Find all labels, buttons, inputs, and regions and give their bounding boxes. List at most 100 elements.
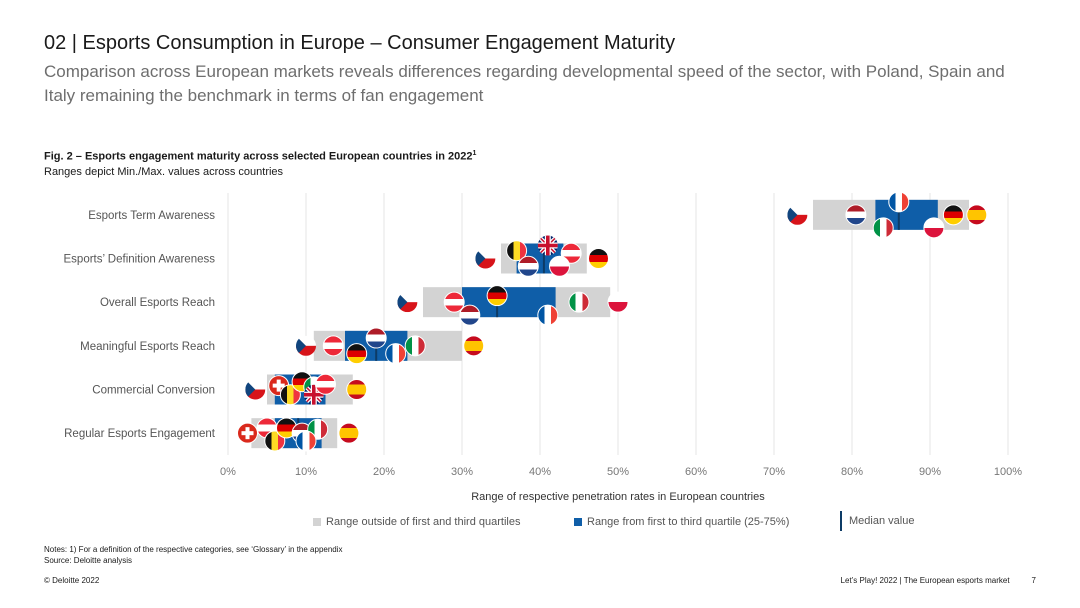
country-marker-spain	[338, 422, 360, 444]
flag-band	[475, 248, 496, 259]
flag-czechia-icon	[245, 379, 266, 400]
country-marker-spain	[966, 204, 988, 226]
country-marker-czechia	[296, 335, 316, 356]
flag-triangle	[245, 379, 256, 400]
flag-germany-icon	[588, 248, 609, 269]
country-marker-spain	[346, 379, 368, 400]
country-marker-austria	[322, 335, 344, 357]
legend-outer-label: Range outside of first and third quartil…	[326, 516, 521, 528]
page-title: 02 | Esports Consumption in Europe – Con…	[44, 32, 676, 54]
country-marker-czechia	[397, 292, 418, 313]
x-tick-label: 10%	[295, 466, 317, 478]
flag-france-icon	[537, 304, 559, 326]
country-marker-germany	[942, 204, 964, 226]
flag-cross	[272, 383, 285, 388]
x-tick-label: 60%	[685, 466, 707, 478]
flag-band	[245, 389, 266, 400]
footer-right: Let’s Play! 2022 | The European esports …	[819, 576, 1036, 585]
country-marker-uk	[537, 235, 558, 256]
flag-band	[296, 345, 316, 356]
flag-czechia-icon	[787, 204, 808, 225]
figure-footnote-ref: 1	[472, 150, 477, 157]
country-marker-netherlands	[845, 204, 867, 226]
flag-cross-red	[312, 384, 316, 405]
flag-czechia-icon	[296, 335, 316, 356]
flag-spain-icon	[966, 204, 988, 226]
flag-belgium-icon	[506, 240, 528, 262]
flag-cross-red	[546, 235, 550, 256]
legend-iqr-range: Range from first to third quartile (25-7…	[574, 516, 789, 528]
flag-italy-icon	[568, 291, 590, 313]
country-marker-italy	[404, 335, 426, 357]
flag-spain-icon	[463, 335, 485, 357]
country-marker-germany	[588, 248, 609, 269]
x-tick-label: 0%	[220, 466, 236, 478]
flag-austria-icon	[322, 335, 344, 357]
x-tick-label: 70%	[763, 466, 785, 478]
country-marker-france	[385, 343, 407, 365]
flag-band	[787, 214, 808, 225]
x-tick-label: 40%	[529, 466, 551, 478]
x-tick-label: 20%	[373, 466, 395, 478]
notes-source: Source: Deloitte analysis	[44, 556, 133, 565]
country-marker-france	[295, 430, 317, 452]
flag-triangle	[296, 335, 306, 356]
flag-triangle	[787, 204, 798, 225]
legend-outer-swatch	[313, 518, 321, 526]
country-marker-spain	[463, 335, 485, 357]
flag-germany-icon	[486, 285, 508, 307]
flag-germany-icon	[942, 204, 964, 226]
country-marker-poland	[607, 291, 629, 313]
flag-cross	[241, 431, 254, 436]
notes: Notes: 1) For a definition of the respec…	[44, 544, 343, 566]
legend-median-label: Median value	[849, 515, 915, 527]
flag-triangle	[397, 292, 408, 313]
country-marker-czechia	[475, 248, 496, 269]
country-marker-austria	[315, 373, 336, 395]
x-tick-label: 90%	[919, 466, 941, 478]
flag-italy-icon	[404, 335, 426, 357]
row-label: Commercial Conversion	[92, 385, 215, 397]
legend-outer-range: Range outside of first and third quartil…	[313, 516, 520, 528]
flag-band	[245, 379, 266, 390]
flag-italy-icon	[872, 217, 894, 239]
country-marker-czechia	[245, 379, 266, 400]
x-tick-label: 50%	[607, 466, 629, 478]
flag-france-icon	[295, 430, 317, 452]
row-label: Esports’ Definition Awareness	[64, 254, 216, 266]
flag-france-icon	[385, 343, 407, 365]
country-marker-netherlands	[365, 327, 387, 349]
country-marker-italy	[568, 291, 590, 313]
x-tick-label: 30%	[451, 466, 473, 478]
flag-austria-icon	[315, 373, 336, 395]
country-marker-germany	[486, 285, 508, 307]
flag-band	[397, 292, 418, 303]
x-tick-label: 80%	[841, 466, 863, 478]
flag-band	[397, 302, 418, 313]
x-tick-label: 100%	[994, 466, 1022, 478]
figure-title-text: Fig. 2 – Esports engagement maturity acr…	[44, 150, 473, 163]
footer-copyright: © Deloitte 2022	[44, 576, 100, 585]
country-marker-germany	[346, 343, 368, 365]
country-marker-france	[537, 304, 559, 326]
flag-france-icon	[888, 191, 910, 213]
notes-definition: Notes: 1) For a definition of the respec…	[44, 545, 343, 554]
flag-spain-icon	[338, 422, 360, 444]
row-label: Overall Esports Reach	[100, 297, 215, 309]
country-marker-france	[888, 191, 910, 213]
country-marker-poland	[549, 255, 570, 277]
country-marker-austria	[443, 291, 465, 313]
country-marker-netherlands	[459, 304, 481, 326]
flag-uk-icon	[537, 235, 558, 256]
country-marker-switzerland	[237, 422, 258, 444]
country-marker-belgium	[506, 240, 528, 262]
x-axis-label: Range of respective penetration rates in…	[471, 491, 765, 503]
row-label: Meaningful Esports Reach	[80, 341, 215, 353]
country-marker-poland	[923, 217, 945, 239]
legend-median-swatch	[840, 511, 842, 531]
row-label: Esports Term Awareness	[88, 210, 215, 222]
flag-band	[475, 258, 496, 269]
flag-netherlands-icon	[517, 255, 539, 277]
country-marker-netherlands	[517, 255, 539, 277]
